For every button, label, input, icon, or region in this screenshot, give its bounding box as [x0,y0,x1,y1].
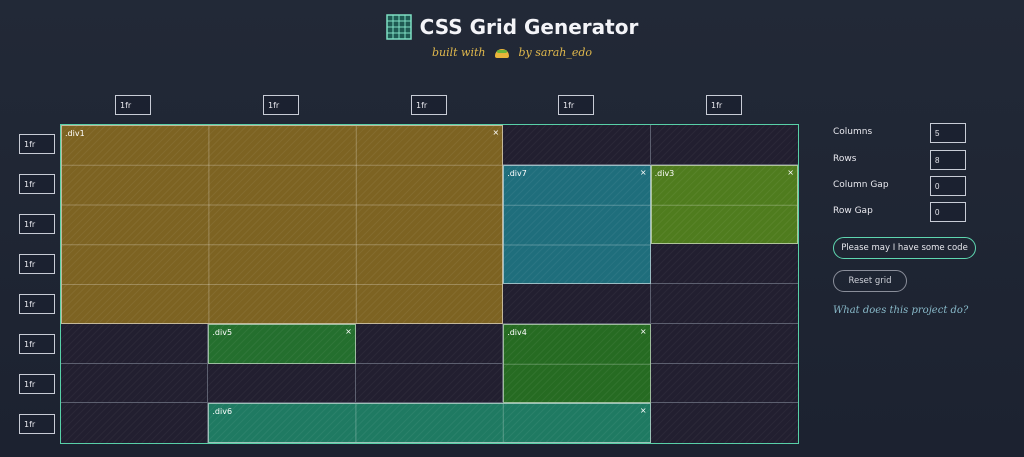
get-code-button[interactable]: Please may I have some code [833,237,976,259]
grid-item-label: .div4 [507,327,527,337]
grid-cell[interactable] [61,323,209,364]
close-icon[interactable]: × [639,167,647,177]
grid-cell[interactable] [650,244,798,284]
subtitle-author-link[interactable]: by sarah_edo [518,46,593,59]
grid-item-guides [209,324,355,363]
row-gap-input[interactable] [930,202,966,222]
grid-item-label: .div6 [212,407,233,417]
grid-item-guides [209,404,650,442]
title-row: CSS Grid Generator [0,14,1024,40]
rows-control: Rows [833,150,973,170]
close-icon[interactable]: × [787,167,794,177]
subtitle-prefix: built with [431,46,486,59]
grid-cell[interactable] [503,125,651,165]
grid-item-div1[interactable]: .div1 × [61,125,504,324]
grid-item-div6[interactable]: .div6 × [208,403,651,443]
grid-item-label: .div5 [212,327,233,337]
row-gap-label: Row Gap [833,206,873,216]
column-size-input-2[interactable] [263,95,299,115]
grid-item-label: .div1 [65,129,85,138]
grid-logo-icon [385,14,412,40]
columns-label: Columns [833,127,873,137]
grid-item-div5[interactable]: .div5 × [208,323,356,364]
grid-item-label: .div7 [507,168,527,178]
row-size-input-1[interactable] [19,134,55,154]
row-size-input-6[interactable] [19,334,55,354]
grid-canvas[interactable]: .div1 × .div7 × .div3 × .div5 × .div4 × .div6 × [60,124,799,444]
column-gap-label: Column Gap [833,180,889,190]
close-icon[interactable]: × [639,326,647,336]
row-size-input-3[interactable] [19,214,55,234]
row-size-input-2[interactable] [19,174,55,194]
about-project-link[interactable]: What does this project do? [833,305,969,316]
column-size-input-5[interactable] [706,95,742,115]
grid-cell[interactable] [61,363,209,404]
close-icon[interactable]: × [639,406,647,416]
grid-item-div4[interactable]: .div4 × [503,323,651,404]
page-header: CSS Grid Generator built with by sarah_e… [0,14,1024,59]
grid-cell[interactable] [208,363,356,404]
taco-icon [495,48,509,58]
grid-cell[interactable] [503,284,651,324]
column-gap-input[interactable] [930,176,966,196]
row-gap-control: Row Gap [833,202,973,222]
close-icon[interactable]: × [345,326,352,336]
grid-cell[interactable] [650,363,798,404]
grid-cell[interactable] [61,403,209,443]
grid-item-guides [504,165,650,283]
page-title: CSS Grid Generator [419,15,639,39]
row-size-input-5[interactable] [19,294,55,314]
columns-control: Columns [833,123,973,143]
column-size-input-3[interactable] [411,95,447,115]
grid-cell[interactable] [355,323,504,364]
grid-item-guides [651,165,797,244]
column-gap-control: Column Gap [833,176,973,196]
grid-cell[interactable] [650,323,798,364]
page-subtitle: built with by sarah_edo [0,46,1024,59]
columns-input[interactable] [930,123,966,143]
column-size-input-1[interactable] [115,95,151,115]
rows-label: Rows [833,154,857,164]
rows-input[interactable] [930,150,966,170]
column-size-input-4[interactable] [558,95,594,115]
grid-cell[interactable] [650,284,798,324]
row-size-input-4[interactable] [19,254,55,274]
grid-cell[interactable] [650,125,798,165]
row-size-input-8[interactable] [19,414,55,434]
grid-item-div7[interactable]: .div7 × [503,164,651,284]
reset-grid-button[interactable]: Reset grid [833,270,907,292]
grid-item-guides [62,126,503,323]
grid-item-guides [504,324,650,403]
grid-cell[interactable] [650,403,798,443]
row-size-input-7[interactable] [19,374,55,394]
grid-item-label: .div3 [654,168,675,178]
grid-item-div3[interactable]: .div3 × [650,164,798,245]
close-icon[interactable]: × [492,128,500,137]
grid-cell[interactable] [355,363,504,404]
